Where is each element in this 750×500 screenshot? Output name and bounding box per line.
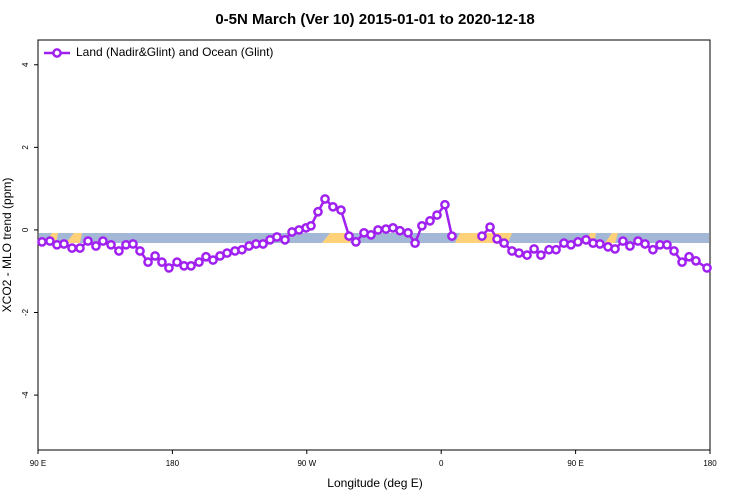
data-point [306, 220, 316, 231]
data-point [75, 243, 85, 253]
y-tick-label: 0 [21, 227, 30, 232]
data-point [514, 248, 524, 258]
data-point [403, 227, 413, 238]
data-point [83, 236, 93, 246]
data-point [640, 239, 650, 249]
y-tick-label: 4 [21, 62, 30, 67]
data-point [135, 246, 145, 256]
data-point [425, 215, 435, 226]
data-point [366, 230, 376, 240]
data-point [45, 236, 55, 246]
data-point [440, 199, 450, 210]
data-point [492, 234, 502, 244]
data-point [669, 246, 679, 256]
data-point [573, 237, 583, 247]
data-point [98, 236, 108, 246]
x-tick-label: 180 [166, 459, 180, 468]
data-point [677, 257, 687, 267]
data-point [186, 261, 196, 271]
data-point [536, 250, 546, 260]
y-tick-label: 2 [21, 145, 30, 150]
data-point [477, 231, 487, 241]
data-point [610, 244, 620, 254]
data-point [164, 263, 174, 273]
data-point [417, 220, 427, 231]
data-point [114, 246, 124, 256]
data-point [272, 232, 282, 242]
x-tick-label: 0 [439, 459, 444, 468]
data-point [143, 257, 153, 267]
x-tick-label: 90 W [297, 459, 316, 468]
data-point [522, 250, 532, 260]
data-point [684, 251, 694, 262]
data-point [648, 244, 658, 255]
data-point [157, 257, 167, 267]
data-point [485, 222, 495, 232]
data-point [691, 256, 701, 266]
y-tick-label: -4 [21, 391, 30, 399]
data-point [128, 239, 138, 249]
data-point [499, 238, 509, 248]
data-point [410, 238, 420, 248]
data-point [172, 257, 182, 267]
data-point [150, 251, 160, 261]
x-axis-label: Longitude (deg E) [327, 476, 422, 490]
data-point [395, 225, 405, 236]
x-tick-label: 90 E [567, 459, 583, 468]
data-point [280, 234, 290, 245]
data-point [447, 231, 457, 241]
data-point [662, 239, 672, 250]
x-tick-label: 180 [703, 459, 717, 468]
data-point [208, 255, 218, 265]
data-point [373, 225, 383, 235]
y-axis-label: XCO2 - MLO trend (ppm) [0, 178, 14, 313]
chart-title: 0-5N March (Ver 10) 2015-01-01 to 2020-1… [215, 11, 534, 28]
data-point [702, 263, 712, 273]
data-point [194, 257, 204, 267]
data-point [313, 206, 323, 217]
data-point [351, 237, 361, 247]
data-point [67, 243, 77, 253]
data-point [529, 244, 539, 254]
data-point [237, 244, 247, 255]
data-point [344, 231, 354, 241]
data-point [336, 205, 346, 215]
data-point [91, 241, 101, 251]
data-point [595, 239, 605, 249]
plot-frame [37, 39, 711, 451]
data-point [551, 244, 561, 255]
data-point [106, 239, 116, 250]
data-point [37, 237, 47, 247]
legend-label: Land (Nadir&Glint) and Ocean (Glint) [76, 45, 273, 59]
data-point [618, 236, 628, 246]
legend-marker [52, 48, 62, 58]
data-point [432, 210, 442, 220]
y-tick-label: -2 [21, 308, 30, 316]
data-point [320, 194, 330, 204]
data-point [258, 239, 268, 249]
x-tick-label: 90 E [30, 459, 46, 468]
data-point [625, 241, 635, 251]
data-point [222, 248, 232, 258]
data-point [59, 239, 69, 249]
data-point [328, 201, 338, 212]
